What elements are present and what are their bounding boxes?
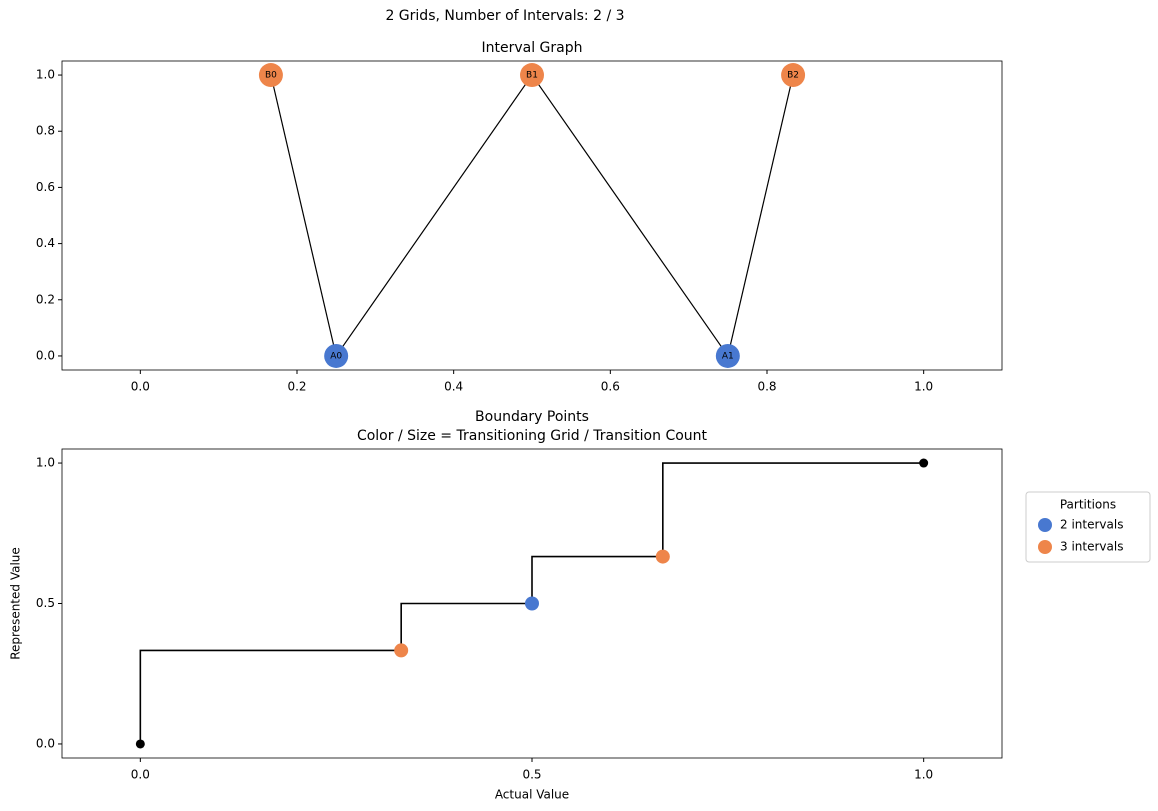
x-tick-label: 0.4 [444, 380, 463, 394]
plot-frame [61, 60, 1003, 371]
x-tick-label: 1.0 [914, 768, 933, 782]
boundary-point [394, 643, 409, 658]
x-axis-label: Actual Value [495, 788, 569, 802]
x-tick-label: 0.0 [131, 380, 150, 394]
node-label: A0 [330, 351, 342, 361]
endpoint [135, 739, 145, 749]
x-tick-label: 0.8 [757, 380, 776, 394]
endpoint [919, 458, 929, 468]
x-tick-label: 0.2 [287, 380, 306, 394]
node [781, 63, 806, 88]
boundary-point [525, 596, 539, 611]
x-tick-label: 0.6 [601, 380, 620, 394]
y-tick-label: 0.0 [36, 736, 55, 750]
legend-label: 3 intervals [1060, 540, 1123, 554]
node [258, 63, 283, 88]
edge [270, 74, 337, 357]
y-tick-label: 1.0 [36, 68, 55, 82]
title-line: Color / Size = Transitioning Grid / Tran… [357, 428, 708, 444]
node-label: A1 [722, 351, 734, 361]
y-tick-label: 0.0 [36, 348, 55, 362]
legend-marker [1038, 518, 1052, 532]
legend-label: 2 intervals [1060, 518, 1123, 532]
y-tick-label: 0.6 [36, 180, 55, 194]
y-axis-label: Represented Value [9, 547, 23, 660]
chart-title: Interval Graph [481, 40, 582, 56]
x-tick-label: 0.5 [522, 768, 541, 782]
node-label: B0 [265, 71, 277, 81]
node [715, 343, 740, 368]
y-tick-label: 0.5 [36, 596, 55, 610]
boundary-point [655, 549, 670, 564]
y-tick-label: 0.2 [36, 292, 55, 306]
chart-title: Boundary Points Color / Size = Transition… [357, 409, 708, 444]
x-tick-label: 0.0 [131, 768, 150, 782]
node-label: B2 [787, 71, 799, 81]
edge [531, 74, 729, 357]
y-tick-label: 1.0 [36, 456, 55, 470]
legend-title: Partitions [1060, 498, 1116, 512]
y-tick-label: 0.4 [36, 236, 55, 250]
legend-box [1025, 491, 1151, 563]
y-tick-label: 0.8 [36, 124, 55, 138]
node [520, 63, 544, 88]
node [324, 343, 349, 368]
x-tick-label: 1.0 [914, 380, 933, 394]
legend-marker [1038, 540, 1052, 554]
figure-title: 2 Grids, Number of Intervals: 2 / 3 [385, 8, 624, 24]
node-label: B1 [526, 71, 538, 81]
edge [727, 74, 794, 357]
title-line: Boundary Points [475, 409, 589, 425]
edge [335, 74, 533, 357]
